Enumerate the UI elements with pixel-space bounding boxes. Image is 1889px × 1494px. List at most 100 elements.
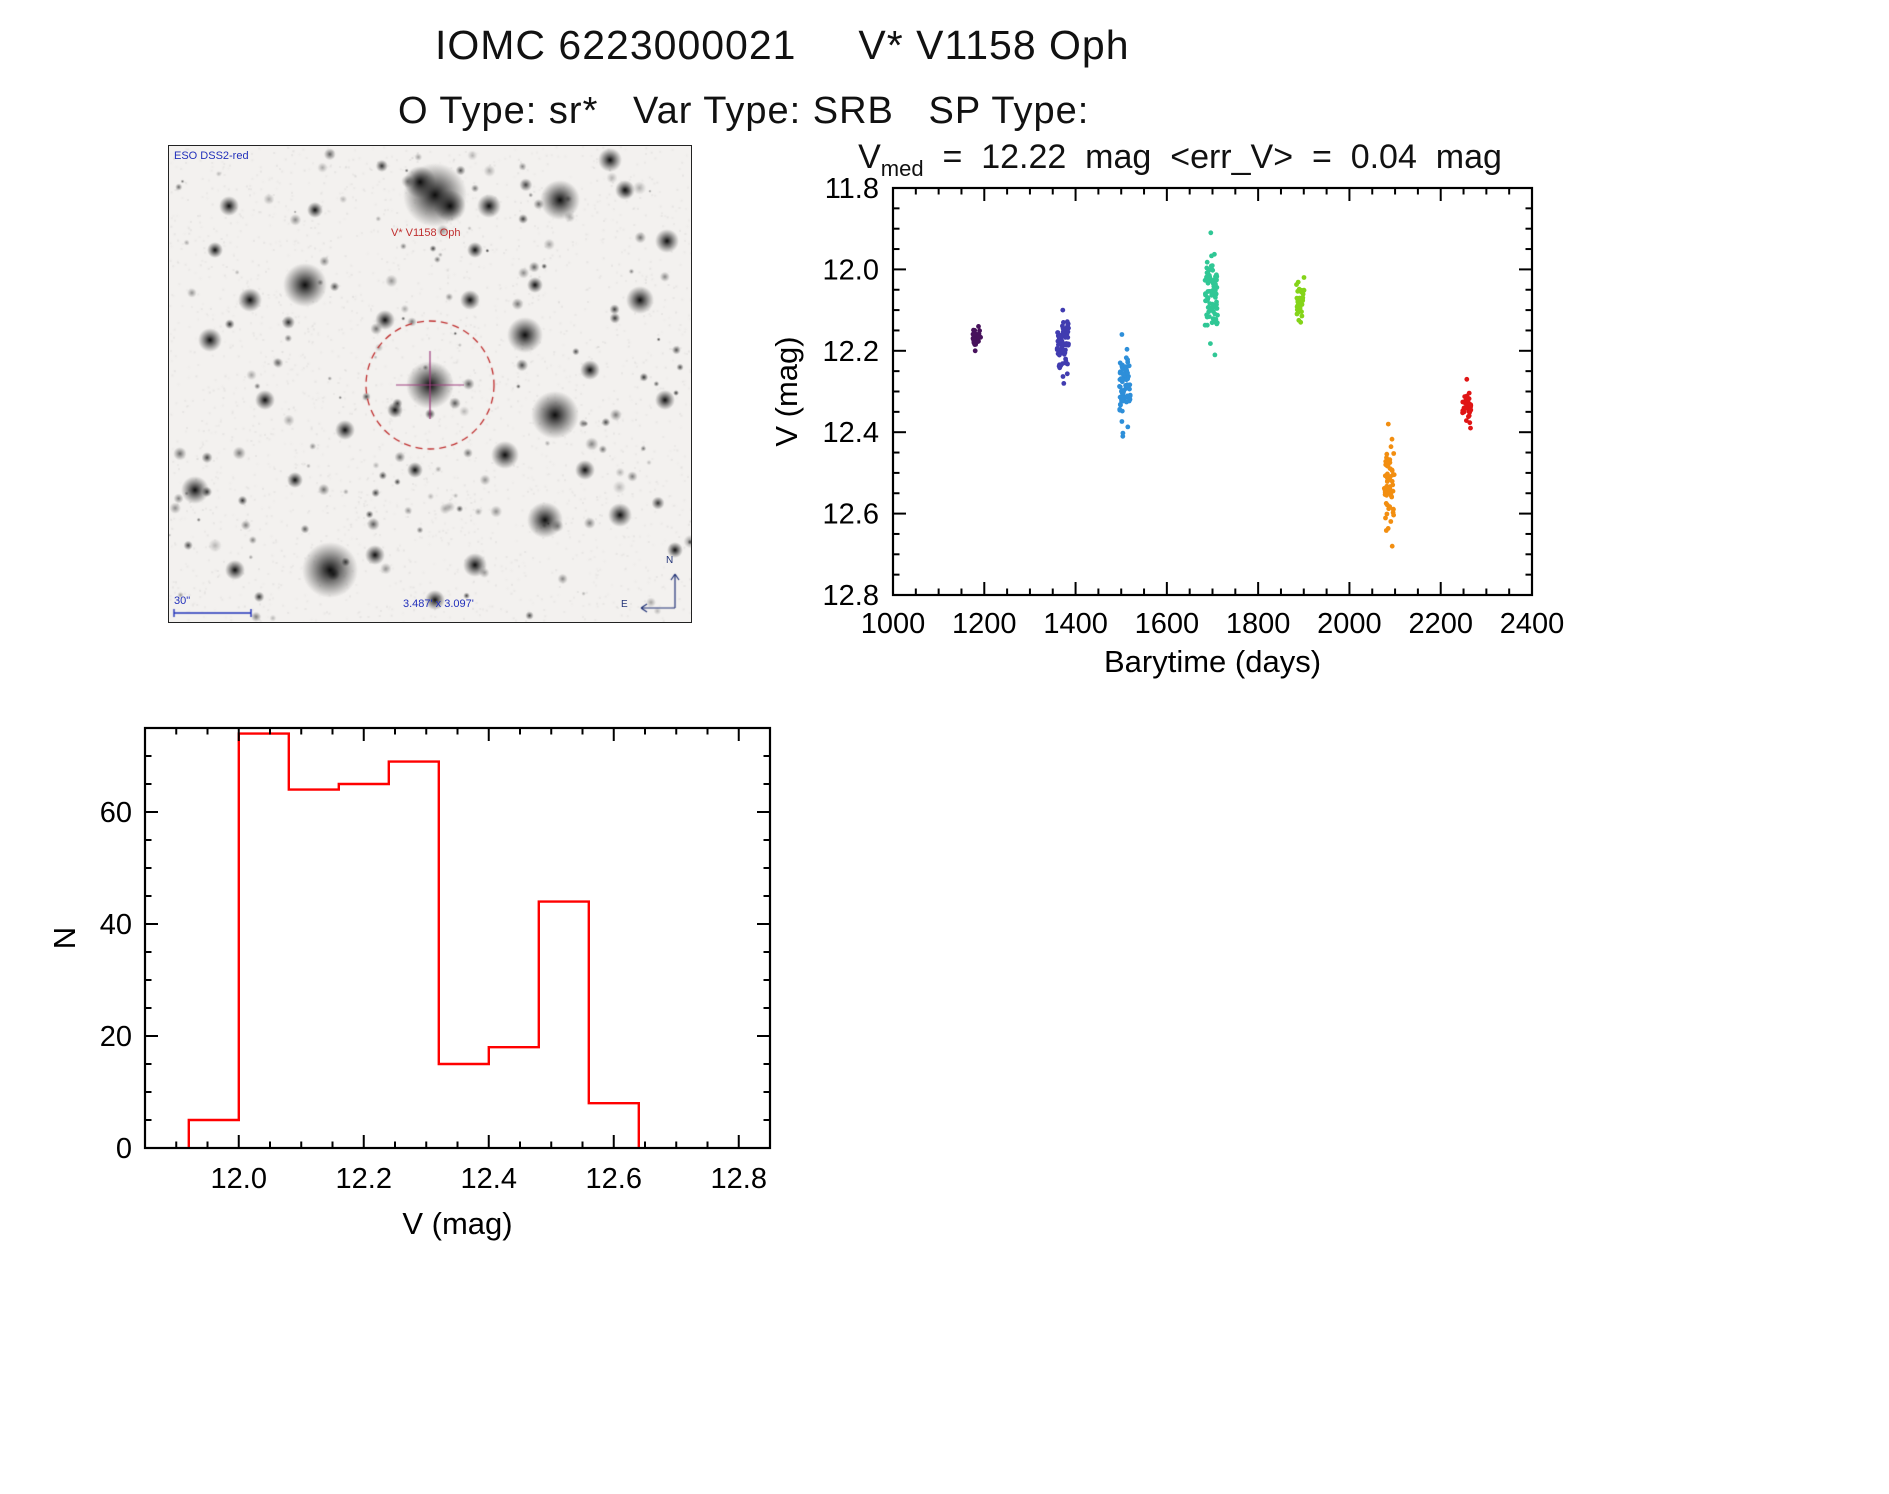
data-point	[1388, 444, 1394, 450]
data-point	[1209, 265, 1214, 271]
data-point	[1124, 370, 1130, 376]
x-tick-label: 1600	[1135, 608, 1200, 640]
histogram-y-axis-label: N	[47, 927, 82, 949]
data-point	[1214, 272, 1219, 278]
x-tick-label: 1000	[861, 608, 926, 640]
lightcurve-frame	[891, 186, 1534, 597]
finder-chart: ESO DSS2-red V* V1158 Oph 30" 3.487' x 3…	[168, 145, 692, 623]
data-point	[1384, 484, 1390, 490]
data-point	[1058, 363, 1064, 368]
page-title: IOMC 6223000021 V* V1158 Oph	[435, 22, 1130, 68]
lightcurve-points	[970, 230, 1474, 549]
x-tick-label: 12.8	[711, 1163, 767, 1195]
data-point	[1064, 334, 1069, 340]
data-point	[1205, 273, 1211, 278]
data-point	[1301, 288, 1307, 293]
y-tick-label: 60	[100, 797, 132, 829]
data-point	[1389, 543, 1395, 549]
y-tick-label: 0	[116, 1133, 132, 1165]
data-point	[1464, 376, 1470, 382]
data-point	[1118, 402, 1123, 408]
data-point	[1389, 436, 1395, 442]
data-point	[1466, 413, 1472, 419]
data-point	[1384, 511, 1390, 517]
data-point	[1212, 319, 1218, 325]
data-point	[976, 334, 981, 339]
data-point	[1299, 313, 1305, 319]
target-star-label: V* V1158 Oph	[391, 227, 461, 239]
lightcurve-title-rest: = 12.22 mag <err_V> = 0.04 mag	[923, 138, 1502, 176]
data-point	[1119, 364, 1125, 369]
data-point	[1213, 281, 1218, 287]
scalebar-label: 30"	[174, 595, 191, 607]
x-tick-label: 12.4	[461, 1163, 517, 1195]
data-point	[1385, 458, 1391, 464]
data-point	[973, 342, 979, 347]
data-point	[1203, 298, 1209, 304]
compass-east-label: E	[621, 599, 628, 610]
data-point	[1064, 371, 1070, 377]
data-point	[1298, 301, 1304, 307]
data-point	[1119, 398, 1124, 404]
data-point	[1119, 376, 1125, 382]
data-point	[1383, 528, 1389, 533]
data-point	[1117, 384, 1122, 389]
data-point	[1212, 311, 1218, 317]
x-tick-label: 1200	[952, 608, 1017, 640]
data-point	[1383, 501, 1389, 506]
lightcurve-plot: 1000 1200 1400 1600 1800 2000 2200 2400 11.8 12.0…	[769, 173, 1564, 679]
data-point	[1466, 390, 1472, 396]
data-point	[1214, 306, 1220, 311]
x-tick-label: 12.2	[336, 1163, 392, 1195]
data-point	[1054, 346, 1060, 351]
data-point	[1124, 377, 1129, 383]
data-point	[971, 327, 976, 333]
data-point	[1295, 288, 1301, 294]
lightcurve-title: Vmed = 12.22 mag <err_V> = 0.04 mag	[820, 138, 1540, 182]
data-point	[1384, 451, 1390, 457]
data-point	[1064, 342, 1069, 348]
data-point	[1124, 383, 1130, 389]
data-point	[1391, 451, 1397, 456]
lightcurve-title-prefix: V	[858, 138, 881, 176]
data-point	[1125, 394, 1131, 399]
data-point	[1057, 333, 1063, 339]
data-point	[1383, 515, 1388, 521]
data-point	[1124, 346, 1130, 352]
data-point	[1468, 407, 1474, 413]
data-point	[1296, 317, 1302, 323]
data-point	[1055, 330, 1060, 335]
data-point	[1060, 323, 1065, 329]
x-tick-label: 12.6	[586, 1163, 642, 1195]
y-tick-label: 11.8	[825, 173, 879, 205]
histogram-x-axis-label: V (mag)	[402, 1206, 512, 1241]
data-point	[1204, 259, 1210, 265]
data-point	[1294, 304, 1300, 310]
y-tick-label: 20	[100, 1021, 132, 1053]
data-point	[1117, 406, 1123, 412]
data-point	[1060, 307, 1066, 313]
compass-north-label: N	[666, 555, 674, 566]
data-point	[1301, 275, 1307, 280]
data-point	[1384, 479, 1390, 484]
data-point	[1385, 471, 1390, 477]
y-tick-label: 12.8	[823, 580, 879, 612]
data-point	[1388, 519, 1394, 524]
data-point	[1387, 466, 1393, 471]
data-point	[1214, 299, 1219, 305]
data-point	[1060, 374, 1066, 379]
data-point	[1208, 230, 1214, 236]
data-point	[1204, 265, 1210, 271]
data-point	[1209, 253, 1214, 259]
data-point	[972, 348, 978, 354]
data-point	[1382, 489, 1388, 495]
x-tick-label: 2000	[1317, 608, 1382, 640]
survey-label: ESO DSS2-red	[174, 150, 249, 162]
data-point	[1125, 424, 1131, 430]
data-point	[976, 324, 981, 329]
data-point	[1205, 305, 1211, 310]
data-point	[1391, 472, 1397, 478]
histogram-plot: 12.0 12.2 12.4 12.6 12.8 0 20 40 60 V (mag) N	[47, 726, 772, 1241]
